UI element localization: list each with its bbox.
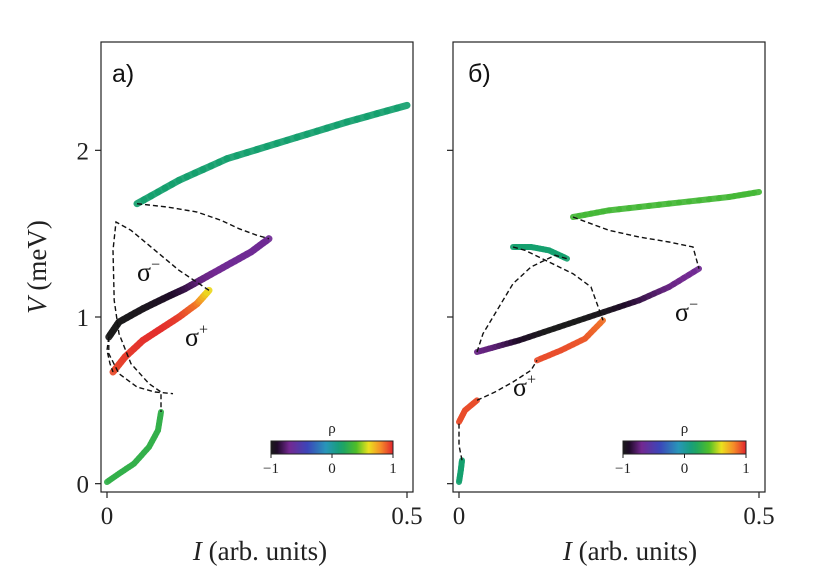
colorbar-tick-label: 1 (742, 461, 750, 477)
plot-frame (452, 41, 766, 493)
unstable-branch-dashed (108, 337, 174, 395)
x-tick-label: 0 (453, 503, 466, 530)
branch-segment (751, 189, 762, 196)
branch-segment (597, 317, 606, 327)
unstable-branch-dashed (112, 220, 210, 412)
x-axis-label: I (arb. units) (562, 536, 697, 566)
panel-label: a) (112, 60, 134, 88)
stable-branch (104, 409, 164, 485)
colorbar: ρ −1 0 1 (263, 421, 397, 477)
colorbar: ρ −1 0 1 (615, 421, 750, 477)
unstable-branch-dashed (512, 246, 604, 321)
x-tick-label: 0 (101, 503, 114, 530)
branch-segment (157, 409, 164, 419)
panel-label: б) (468, 60, 491, 88)
colorbar-label: ρ (681, 421, 689, 437)
unstable-branch-dashed (136, 203, 270, 240)
colorbar-label: ρ (328, 421, 336, 437)
colorbar-tick-label: 1 (389, 461, 397, 477)
stable-branch (474, 265, 702, 355)
polarization-label: σ− (137, 256, 160, 286)
stable-branch (570, 189, 762, 220)
panel-b: 0 0.5 б) I (arb. units) σ− σ+ ρ −1 0 1 (447, 41, 775, 566)
y-tick-label: 0 (77, 472, 90, 499)
colorbar-tick-label: −1 (615, 461, 631, 477)
colorbar-gradient (622, 440, 747, 455)
unstable-branch-dashed (106, 336, 114, 373)
stable-branch (109, 286, 213, 376)
x-tick-label: 0.5 (743, 503, 774, 530)
plot-frame (100, 41, 414, 493)
unstable-branch-dashed (458, 422, 463, 461)
stable-branch (456, 397, 480, 425)
colorbar-tick-label: 0 (681, 461, 689, 477)
colorbar-gradient (270, 440, 394, 455)
panel-a: 0 1 2 0 0.5 a) I (arb. units) V (meV) σ− σ+ ρ −1 0 1 (22, 41, 423, 566)
branch-segment (472, 397, 480, 405)
polarization-label: σ+ (185, 321, 208, 351)
stable-branch (133, 101, 411, 208)
colorbar-tick-label: −1 (263, 461, 279, 477)
stable-branch (456, 457, 465, 485)
stable-branch (510, 244, 570, 262)
x-axis-label: I (arb. units) (192, 536, 327, 566)
y-axis-label: V (meV) (22, 220, 52, 314)
y-tick-label: 1 (77, 305, 90, 332)
unstable-branch-dashed (476, 254, 568, 353)
unstable-branch-dashed (476, 359, 538, 401)
polarization-label: σ+ (513, 371, 536, 401)
stable-branch (105, 235, 273, 341)
y-tick-label: 2 (77, 138, 90, 165)
colorbar-tick-label: 0 (328, 461, 336, 477)
branch-segment (691, 265, 702, 275)
x-tick-label: 0.5 (391, 503, 422, 530)
polarization-label: σ− (675, 296, 698, 326)
unstable-branch-dashed (572, 216, 700, 269)
branch-segment (393, 101, 411, 112)
stable-branch (534, 317, 606, 364)
